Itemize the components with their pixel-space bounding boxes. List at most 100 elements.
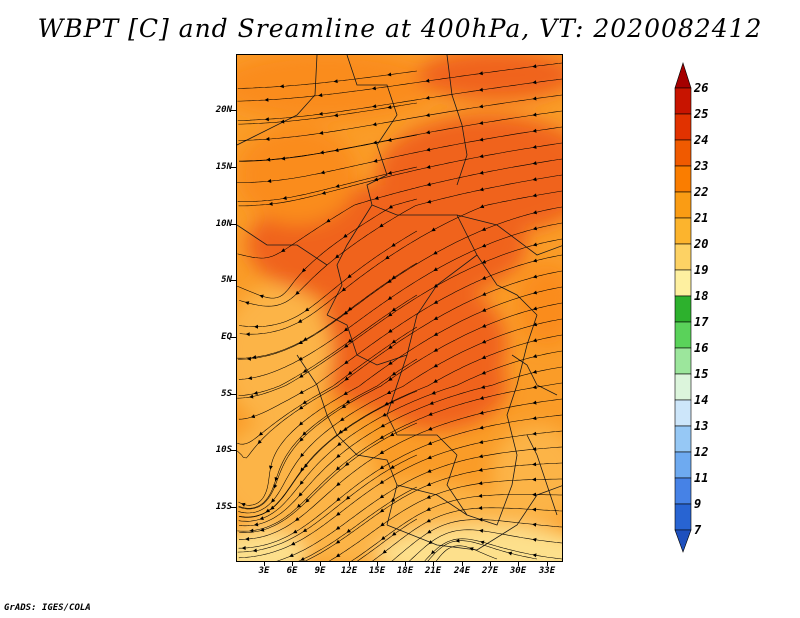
streamline: [238, 390, 418, 518]
streamline-arrow: [507, 551, 513, 556]
streamline: [237, 382, 562, 532]
streamline-arrow: [481, 323, 487, 328]
streamline: [237, 238, 562, 399]
streamline-arrow: [337, 442, 342, 446]
streamline-arrow: [295, 290, 300, 295]
streamline-arrow: [532, 385, 537, 390]
streamline-arrow: [241, 546, 246, 550]
streamline-arrow: [336, 482, 341, 487]
shading-blob: [517, 265, 562, 345]
lat-label-15s: 15S: [215, 502, 232, 512]
streamline-arrow: [379, 435, 385, 439]
streamlines: [237, 62, 562, 561]
country-border: [456, 214, 538, 316]
streamline-arrow: [433, 332, 439, 336]
streamline-arrow: [318, 111, 323, 116]
lon-label-24e: 24E: [453, 566, 471, 576]
streamline: [237, 158, 562, 259]
streamline-arrow: [532, 128, 537, 133]
streamline-arrow: [433, 316, 439, 320]
streamline-arrow: [431, 390, 436, 395]
streamline-arrow: [388, 361, 393, 365]
streamline-arrow: [343, 391, 348, 395]
streamline: [391, 519, 562, 561]
lat-label-5s: 5S: [221, 389, 232, 399]
streamline: [238, 142, 562, 207]
streamline-arrow: [481, 292, 487, 296]
lat-tick: [231, 110, 236, 111]
colorbar-segment: [674, 503, 692, 531]
country-border: [511, 354, 558, 396]
lon-label-30e: 30E: [509, 566, 527, 576]
streamline-arrow: [479, 396, 484, 400]
streamline-arrow: [425, 78, 430, 83]
streamline-arrow: [429, 401, 434, 405]
streamline-arrow: [532, 416, 537, 421]
streamline-arrow: [273, 484, 278, 489]
lon-tick: [377, 562, 378, 566]
streamline-arrow: [479, 187, 484, 192]
streamline: [239, 190, 562, 335]
streamline-arrow: [425, 95, 430, 100]
lon-tick: [320, 562, 321, 566]
streamline-arrow: [379, 450, 385, 455]
streamline-arrow: [296, 503, 302, 508]
map-canvas: [237, 55, 562, 561]
lat-tick: [231, 224, 236, 225]
streamline-arrow: [257, 439, 262, 445]
streamline: [239, 398, 562, 540]
country-border: [446, 55, 468, 186]
streamline-arrow: [479, 137, 484, 142]
streamline-arrow: [381, 536, 386, 540]
streamline-arrow: [532, 462, 537, 467]
streamline-arrow: [478, 440, 484, 444]
streamline-arrow: [388, 345, 393, 349]
streamline-arrow: [289, 553, 294, 557]
streamline-arrow: [532, 145, 537, 149]
streamline: [238, 366, 562, 527]
streamline-arrow: [336, 453, 341, 458]
lon-label-21e: 21E: [424, 566, 442, 576]
colorbar-segment: [674, 217, 692, 245]
lat-tick: [231, 450, 236, 451]
streamline-arrow: [305, 498, 310, 503]
streamline-arrow: [302, 528, 308, 532]
streamline: [237, 270, 562, 459]
streamline-arrow: [428, 412, 433, 416]
streamline-arrow: [343, 427, 348, 432]
streamline-arrow: [265, 508, 270, 513]
streamline-arrow: [392, 531, 397, 536]
streamline: [238, 430, 562, 559]
lon-tick: [547, 562, 548, 566]
streamline-arrow: [304, 307, 310, 312]
streamline-arrow: [433, 379, 438, 383]
streamline-arrow: [532, 226, 538, 231]
streamline-arrow: [346, 528, 351, 533]
streamline-arrow: [425, 113, 430, 117]
streamline-arrow: [347, 338, 353, 343]
lon-tick: [433, 562, 434, 566]
streamline-arrow: [388, 312, 393, 317]
streamline-arrow: [387, 72, 392, 77]
streamline: [237, 262, 418, 359]
lon-tick: [518, 562, 519, 566]
streamline-arrow: [427, 529, 432, 534]
streamline-arrow: [385, 255, 390, 260]
streamline-arrow: [532, 112, 537, 117]
colorbar-label: 9: [694, 497, 702, 511]
lat-tick: [231, 337, 236, 338]
streamline-arrow: [433, 267, 438, 271]
streamline-arrow: [340, 417, 345, 422]
country-border: [526, 434, 558, 516]
streamline-arrow: [254, 324, 258, 329]
streamline-arrow: [387, 296, 393, 300]
streamline-arrow: [532, 492, 536, 497]
streamline: [239, 230, 418, 327]
streamline-arrow: [299, 373, 304, 378]
streamline-arrow: [532, 306, 538, 311]
streamline-arrow: [264, 97, 269, 102]
country-border: [386, 354, 458, 456]
streamline-arrow: [455, 538, 460, 543]
streamline-arrow: [254, 522, 259, 527]
map-panel[interactable]: [236, 54, 563, 562]
